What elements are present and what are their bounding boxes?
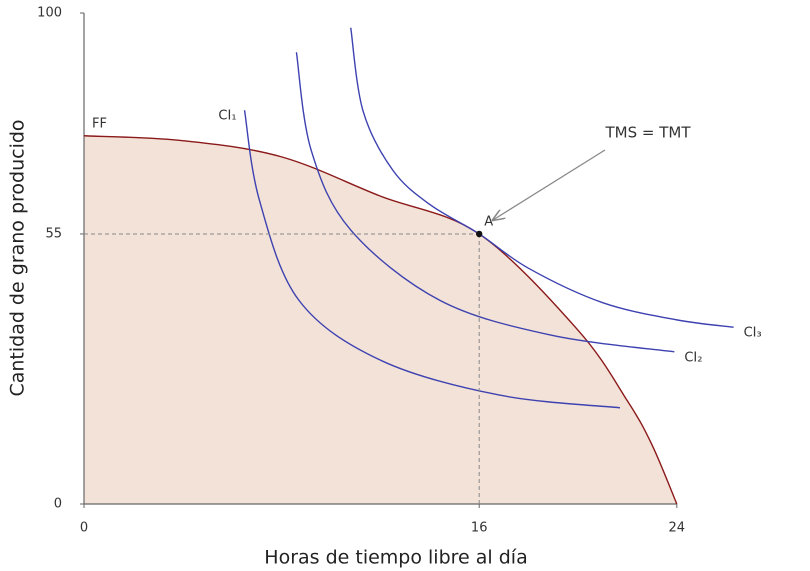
point-label: A (484, 214, 493, 229)
frontier-area (84, 135, 677, 504)
x-tick-label: 16 (471, 521, 488, 536)
x-tick-label: 0 (80, 521, 88, 536)
y-tick-label: 55 (45, 226, 62, 241)
y-tick-label: 100 (37, 6, 62, 21)
series-label: CI₁ (218, 109, 236, 124)
y-tick-label: 0 (54, 497, 62, 512)
point (476, 230, 483, 238)
x-tick-label: 24 (669, 521, 686, 536)
annotation-arrow (493, 149, 606, 220)
annotation: TMS = TMT (605, 124, 692, 142)
curve (243, 110, 621, 409)
y-axis-title: Cantidad de grano producido (7, 119, 29, 396)
series-label: CI₂ (684, 350, 702, 365)
series-label: CI₃ (744, 326, 762, 341)
series-label: FF (92, 116, 107, 131)
area-layer (84, 135, 677, 504)
main-layer: 0 55 100 0 16 24 FF CI₁ CI₂ CI₃ A (37, 6, 762, 536)
curve (295, 52, 675, 353)
x-axis-title: Horas de tiempo libre al día (264, 547, 527, 569)
